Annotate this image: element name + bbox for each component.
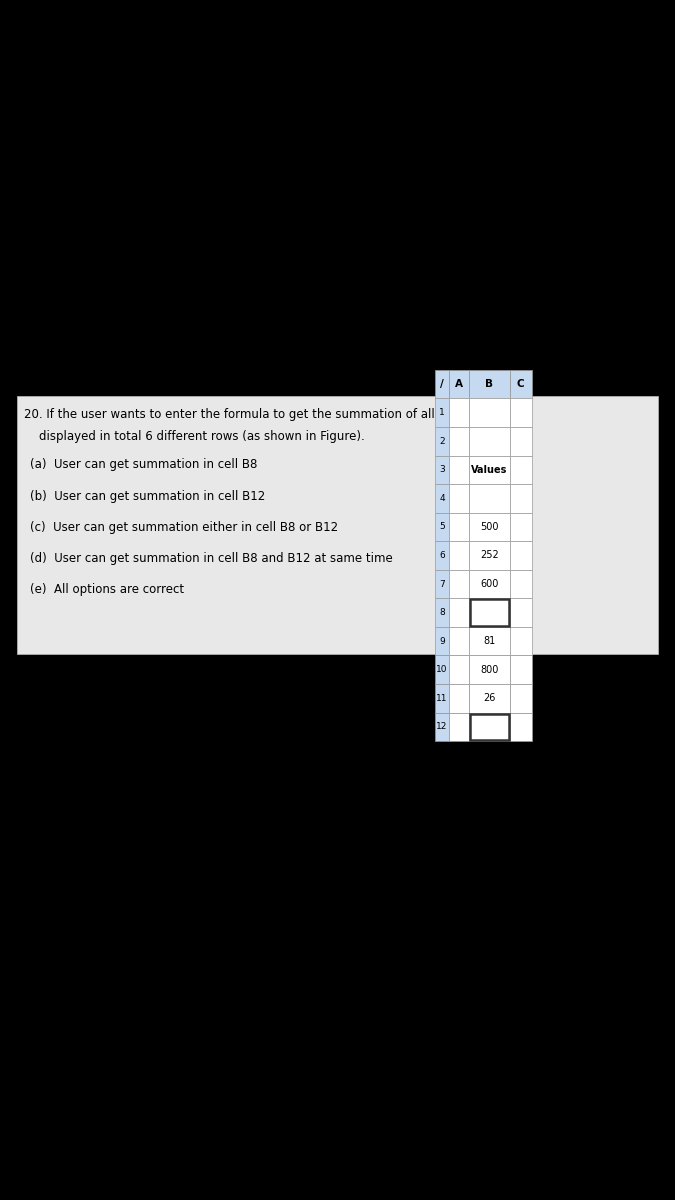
Text: 20. If the user wants to enter the formula to get the summation of all numeric v: 20. If the user wants to enter the formu…	[24, 408, 529, 421]
FancyBboxPatch shape	[435, 626, 449, 655]
FancyBboxPatch shape	[510, 398, 532, 427]
Text: 800: 800	[480, 665, 499, 674]
FancyBboxPatch shape	[449, 541, 469, 570]
Text: 5: 5	[439, 522, 445, 532]
Text: C: C	[517, 379, 524, 389]
FancyBboxPatch shape	[435, 398, 449, 427]
Text: 7: 7	[439, 580, 445, 588]
FancyBboxPatch shape	[435, 427, 449, 456]
Text: (a)  User can get summation in cell B8: (a) User can get summation in cell B8	[30, 458, 258, 472]
FancyBboxPatch shape	[510, 456, 532, 484]
FancyBboxPatch shape	[449, 713, 469, 742]
FancyBboxPatch shape	[469, 655, 510, 684]
FancyBboxPatch shape	[510, 626, 532, 655]
Text: 26: 26	[483, 694, 495, 703]
Text: displayed in total 6 different rows (as shown in Figure).: displayed in total 6 different rows (as …	[24, 430, 364, 443]
FancyBboxPatch shape	[435, 684, 449, 713]
FancyBboxPatch shape	[17, 396, 658, 654]
Text: 600: 600	[480, 580, 499, 589]
FancyBboxPatch shape	[469, 541, 510, 570]
FancyBboxPatch shape	[449, 599, 469, 626]
Text: (e)  All options are correct: (e) All options are correct	[30, 583, 184, 596]
FancyBboxPatch shape	[449, 626, 469, 655]
FancyBboxPatch shape	[510, 484, 532, 512]
FancyBboxPatch shape	[510, 570, 532, 599]
FancyBboxPatch shape	[449, 456, 469, 484]
FancyBboxPatch shape	[435, 713, 449, 742]
FancyBboxPatch shape	[469, 484, 510, 512]
Text: 500: 500	[480, 522, 499, 532]
FancyBboxPatch shape	[449, 427, 469, 456]
FancyBboxPatch shape	[510, 599, 532, 626]
FancyBboxPatch shape	[469, 512, 510, 541]
FancyBboxPatch shape	[510, 427, 532, 456]
FancyBboxPatch shape	[435, 599, 449, 626]
FancyBboxPatch shape	[469, 599, 510, 626]
FancyBboxPatch shape	[449, 570, 469, 599]
FancyBboxPatch shape	[469, 456, 510, 484]
FancyBboxPatch shape	[435, 484, 449, 512]
Text: 81: 81	[483, 636, 495, 646]
FancyBboxPatch shape	[449, 684, 469, 713]
FancyBboxPatch shape	[510, 655, 532, 684]
FancyBboxPatch shape	[510, 684, 532, 713]
Text: 8: 8	[439, 608, 445, 617]
FancyBboxPatch shape	[469, 713, 510, 742]
FancyBboxPatch shape	[510, 512, 532, 541]
Text: B: B	[485, 379, 493, 389]
Text: (b)  User can get summation in cell B12: (b) User can get summation in cell B12	[30, 490, 266, 503]
Text: 4: 4	[439, 494, 445, 503]
Text: 6: 6	[439, 551, 445, 560]
FancyBboxPatch shape	[469, 570, 510, 599]
FancyBboxPatch shape	[510, 541, 532, 570]
Text: (d)  User can get summation in cell B8 and B12 at same time: (d) User can get summation in cell B8 an…	[30, 552, 393, 565]
Text: /: /	[440, 379, 444, 389]
FancyBboxPatch shape	[510, 713, 532, 742]
FancyBboxPatch shape	[435, 512, 449, 541]
Text: Values: Values	[471, 464, 508, 475]
FancyBboxPatch shape	[449, 398, 469, 427]
FancyBboxPatch shape	[435, 541, 449, 570]
Text: A: A	[455, 379, 463, 389]
FancyBboxPatch shape	[469, 398, 510, 427]
FancyBboxPatch shape	[469, 684, 510, 713]
FancyBboxPatch shape	[469, 626, 510, 655]
Text: 3: 3	[439, 466, 445, 474]
Text: (c)  User can get summation either in cell B8 or B12: (c) User can get summation either in cel…	[30, 521, 338, 534]
FancyBboxPatch shape	[510, 370, 532, 398]
Text: 11: 11	[436, 694, 448, 703]
Text: 9: 9	[439, 637, 445, 646]
FancyBboxPatch shape	[469, 370, 510, 398]
Text: 2: 2	[439, 437, 445, 445]
FancyBboxPatch shape	[449, 655, 469, 684]
Text: 252: 252	[480, 551, 499, 560]
FancyBboxPatch shape	[435, 570, 449, 599]
FancyBboxPatch shape	[449, 484, 469, 512]
FancyBboxPatch shape	[435, 456, 449, 484]
Text: 12: 12	[437, 722, 448, 731]
FancyBboxPatch shape	[469, 427, 510, 456]
Text: 10: 10	[436, 665, 448, 674]
FancyBboxPatch shape	[435, 655, 449, 684]
Text: 1: 1	[439, 408, 445, 418]
FancyBboxPatch shape	[449, 370, 469, 398]
FancyBboxPatch shape	[435, 370, 449, 398]
FancyBboxPatch shape	[449, 512, 469, 541]
